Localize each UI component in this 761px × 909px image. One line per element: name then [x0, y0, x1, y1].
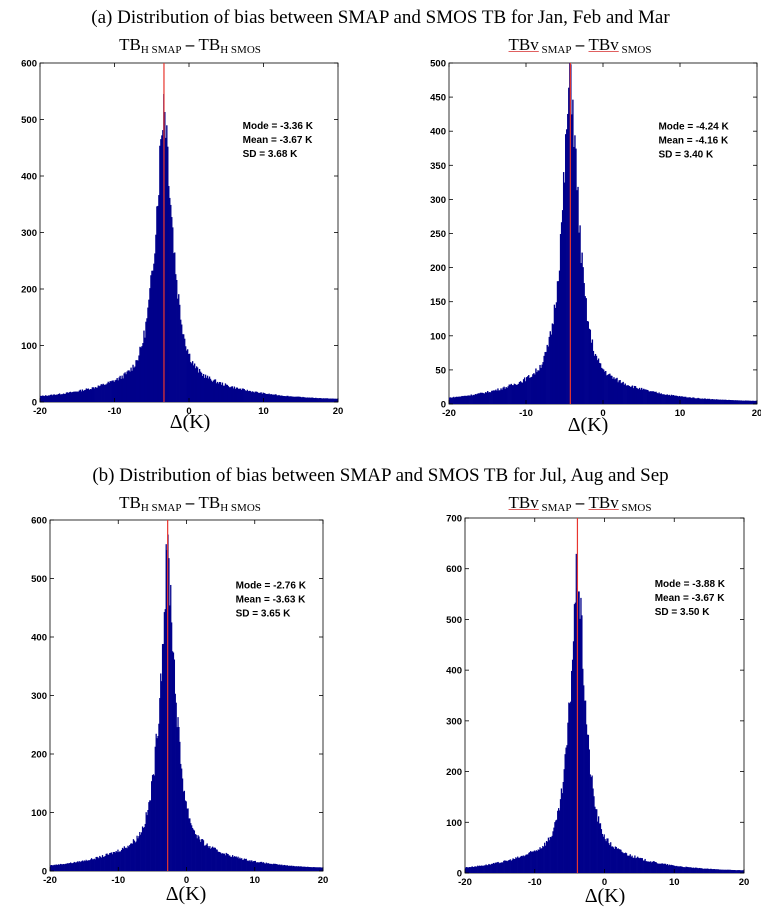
x-tick-label: 10 [669, 877, 680, 888]
y-tick-label: 400 [446, 666, 462, 677]
x-tick-label: -10 [528, 877, 542, 888]
y-tick-label: 300 [446, 716, 462, 727]
sd-annotation: SD = 3.50 K [655, 607, 711, 618]
y-tick-label: 0 [457, 869, 462, 880]
x-axis-label-b-v: Δ(K) [555, 885, 655, 908]
x-axis-label-b-h: Δ(K) [136, 883, 236, 906]
y-tick-label: 600 [446, 564, 462, 575]
x-tick-label: 20 [739, 877, 750, 888]
plot-frame [465, 518, 744, 873]
y-tick-label: 200 [446, 767, 462, 778]
y-tick-label: 100 [446, 818, 462, 829]
mode-annotation: Mode = -3.88 K [655, 579, 726, 590]
y-tick-label: 500 [446, 615, 462, 626]
y-tick-label: 700 [446, 514, 462, 525]
mean-annotation: Mean = -3.67 K [655, 593, 726, 604]
